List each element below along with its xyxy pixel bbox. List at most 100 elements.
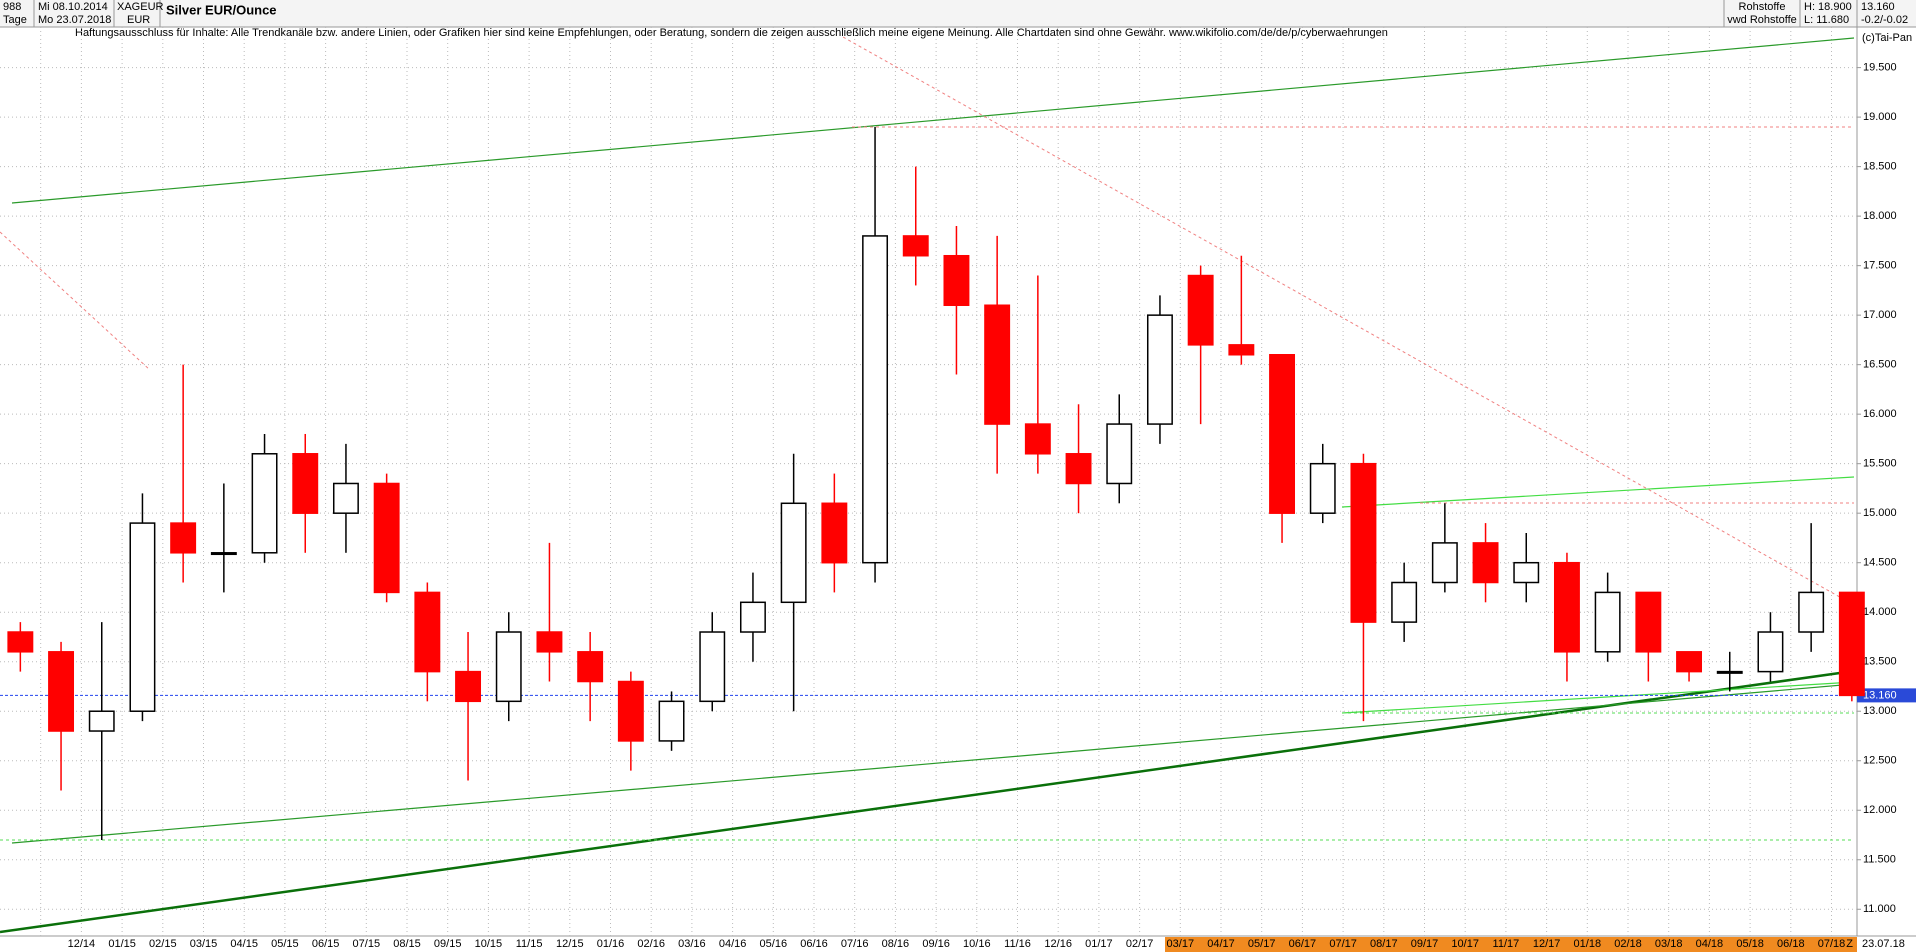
y-tick-label: 12.500 xyxy=(1863,755,1897,767)
candle-body xyxy=(210,552,237,556)
start-date: Mi 08.10.2014 xyxy=(38,1,108,13)
y-tick-label: 17.500 xyxy=(1863,260,1897,272)
candle-body xyxy=(1269,354,1296,514)
chart-title: Silver EUR/Ounce xyxy=(166,2,277,17)
candle-body xyxy=(1187,274,1214,346)
trend-line xyxy=(0,231,151,371)
x-tick-label: 04/15 xyxy=(230,938,258,950)
x-tick-label: 01/15 xyxy=(108,938,136,950)
last-price-box xyxy=(1857,688,1916,703)
high: H: 18.900 xyxy=(1804,1,1852,13)
candle-body xyxy=(1024,423,1051,455)
x-tick-label: 03/18 xyxy=(1655,938,1683,950)
header-bar xyxy=(0,0,1916,27)
trend-lines xyxy=(0,36,1855,934)
y-tick-label: 11.000 xyxy=(1863,903,1896,915)
x-tick-label: 06/18 xyxy=(1777,938,1805,950)
y-tick-label: 19.500 xyxy=(1863,62,1897,74)
candle-body xyxy=(902,235,929,257)
candle-body xyxy=(1716,670,1743,674)
trend-line xyxy=(1341,681,1855,714)
x-tick-label: 12/15 xyxy=(556,938,584,950)
source: vwd Rohstoffe xyxy=(1727,14,1797,26)
y-tick-label: 19.000 xyxy=(1863,111,1897,123)
candle-body xyxy=(1798,591,1825,633)
trend-line xyxy=(11,683,1855,844)
axis-highlight xyxy=(1165,937,1857,952)
y-tick-label: 18.000 xyxy=(1863,210,1897,222)
copyright: (c)Tai-Pan xyxy=(1862,32,1912,44)
end-date-label: 23.07.18 xyxy=(1862,938,1905,950)
x-tick-label: 12/14 xyxy=(68,938,96,950)
currency: EUR xyxy=(127,14,150,26)
candle-body xyxy=(332,482,359,514)
x-tick-label: 10/15 xyxy=(475,938,503,950)
candle-body xyxy=(7,631,34,653)
y-tick-label: 13.000 xyxy=(1863,705,1897,717)
y-tick-label: 15.000 xyxy=(1863,507,1897,519)
x-tick-label: 04/17 xyxy=(1207,938,1235,950)
x-tick-label: 10/16 xyxy=(963,938,991,950)
last: 13.160 xyxy=(1861,1,1895,13)
candle-body xyxy=(1228,344,1255,356)
candle-body xyxy=(658,700,685,742)
x-tick-label: 08/17 xyxy=(1370,938,1398,950)
x-tick-label: 04/18 xyxy=(1696,938,1724,950)
end-marker: Z xyxy=(1846,938,1853,950)
change: -0.2/-0.02 xyxy=(1861,14,1908,26)
x-tick-label: 05/17 xyxy=(1248,938,1276,950)
x-tick-label: 06/16 xyxy=(800,938,828,950)
candle-body xyxy=(1553,561,1580,653)
candle-body xyxy=(48,651,75,732)
x-tick-label: 09/16 xyxy=(922,938,950,950)
x-tick-label: 02/18 xyxy=(1614,938,1642,950)
last-price-label: 13.160 xyxy=(1863,689,1897,701)
y-tick-label: 12.000 xyxy=(1863,804,1897,816)
period[interactable]: Tage xyxy=(3,14,27,26)
trend-line xyxy=(842,36,1855,606)
candle-body xyxy=(373,482,400,594)
x-tick-label: 12/17 xyxy=(1533,938,1561,950)
y-tick-label: 15.500 xyxy=(1863,458,1897,470)
candle-body xyxy=(943,254,970,306)
candle-body xyxy=(821,502,848,564)
disclaimer: Haftungsausschluss für Inhalte: Alle Tre… xyxy=(75,27,1388,39)
x-tick-label: 07/18 xyxy=(1818,938,1846,950)
candle-body xyxy=(292,453,319,514)
y-tick-label: 17.000 xyxy=(1863,309,1897,321)
candle-body xyxy=(617,680,644,742)
trend-line xyxy=(1341,476,1855,508)
bar-count[interactable]: 988 xyxy=(3,1,21,13)
candle-body xyxy=(88,710,115,732)
candle-body xyxy=(1309,462,1336,514)
candle-body xyxy=(455,670,482,703)
x-tick-label: 06/15 xyxy=(312,938,340,950)
x-tick-label: 07/16 xyxy=(841,938,869,950)
candle-body xyxy=(1513,561,1540,584)
candle-body xyxy=(170,522,197,554)
candle-body xyxy=(1065,453,1092,485)
candle-body xyxy=(577,651,604,683)
x-tick-label: 03/17 xyxy=(1167,938,1195,950)
x-tick-label: 05/15 xyxy=(271,938,299,950)
end-date: Mo 23.07.2018 xyxy=(38,14,111,26)
candle-body xyxy=(495,631,522,703)
x-tick-label: 06/17 xyxy=(1289,938,1317,950)
y-tick-label: 16.500 xyxy=(1863,359,1897,371)
candle-body xyxy=(1106,423,1133,485)
x-tick-label: 07/17 xyxy=(1329,938,1357,950)
x-tick-label: 02/15 xyxy=(149,938,177,950)
trend-line xyxy=(11,37,1855,204)
y-tick-label: 14.000 xyxy=(1863,606,1897,618)
x-tick-label: 11/16 xyxy=(1004,938,1031,950)
candle-body xyxy=(862,235,889,564)
x-tick-label: 03/16 xyxy=(678,938,706,950)
x-tick-label: 11/15 xyxy=(516,938,543,950)
x-tick-label: 02/16 xyxy=(637,938,665,950)
x-tick-label: 05/18 xyxy=(1736,938,1764,950)
symbol: XAGEUR xyxy=(117,1,164,13)
low: L: 11.680 xyxy=(1804,14,1849,26)
y-tick-label: 11.500 xyxy=(1863,854,1896,866)
x-tick-label: 02/17 xyxy=(1126,938,1154,950)
